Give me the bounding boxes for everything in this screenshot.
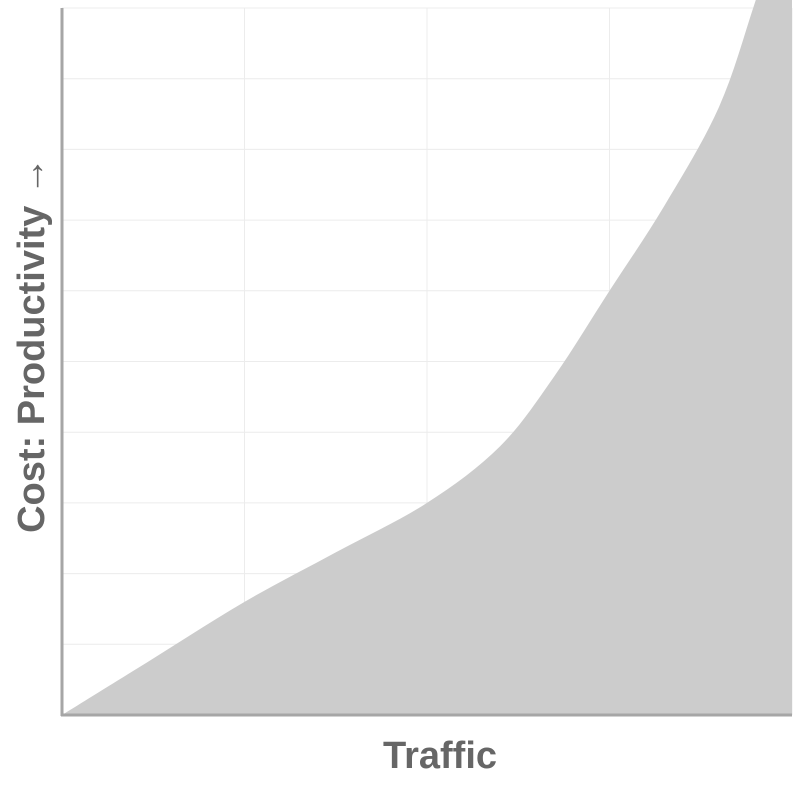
x-axis-title: Traffic: [383, 735, 497, 777]
y-axis-title: Cost: Productivity →: [11, 157, 53, 533]
cost-area: [62, 0, 792, 715]
